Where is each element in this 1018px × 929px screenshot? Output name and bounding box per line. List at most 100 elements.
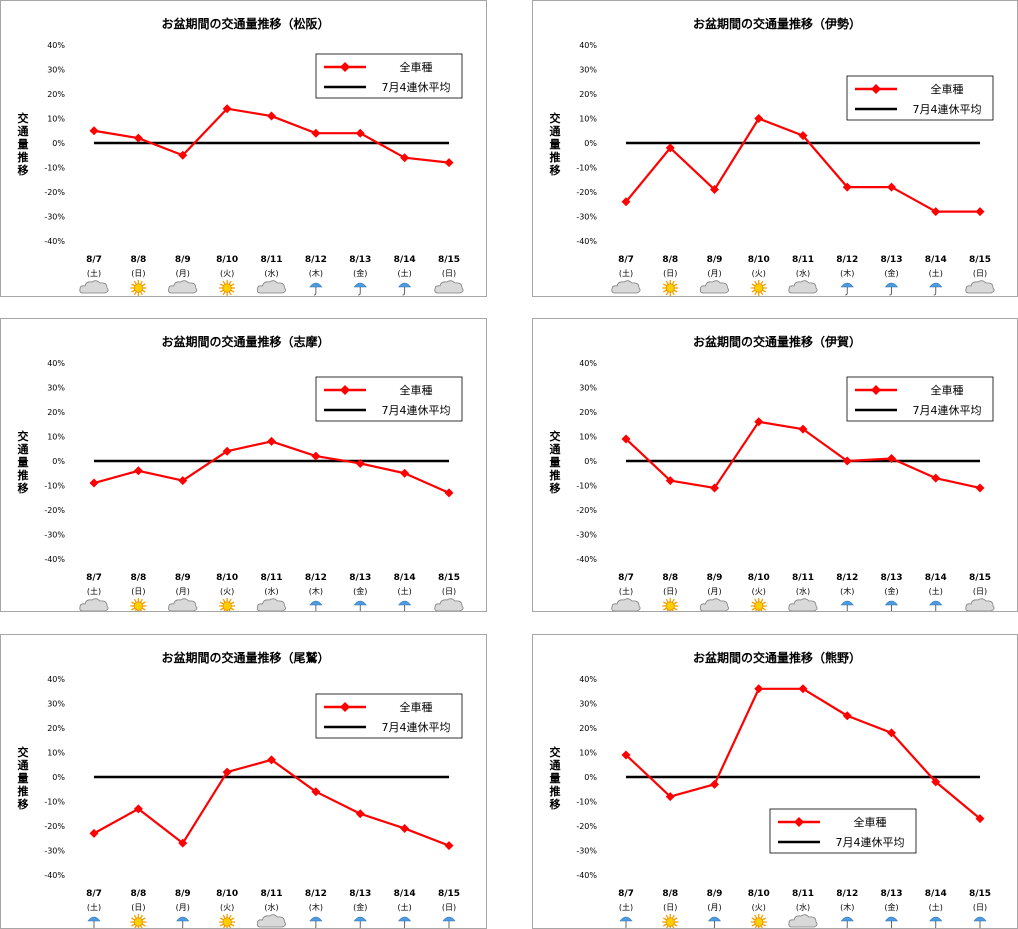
y-tick-label: 20% — [47, 90, 65, 99]
legend-marker — [871, 84, 881, 94]
svg-text:交: 交 — [550, 111, 561, 125]
umbrella-icon — [398, 600, 412, 611]
x-tick-label: 8/11 — [792, 255, 814, 265]
y-axis-label: 交通量推移 — [550, 111, 561, 177]
day-label: (土) — [87, 586, 101, 596]
chart-svg: お盆期間の交通量推移（熊野） 40% 30% 20% 10% 0% -10% -20% -30%… — [550, 650, 991, 928]
x-tick-label: 8/7 — [86, 255, 102, 265]
day-label: (月) — [707, 587, 721, 596]
data-point — [621, 434, 631, 444]
day-label: (日) — [973, 587, 987, 596]
x-tick-label: 8/13 — [880, 573, 902, 583]
sun-icon — [130, 914, 147, 928]
day-label: (火) — [752, 269, 766, 278]
y-tick-label: -20% — [44, 506, 65, 515]
chart-panel-3: お盆期間の交通量推移（志摩） 40% 30% 20% 10% 0% -10% -20% -30%… — [0, 318, 487, 612]
x-tick-label: 8/10 — [216, 573, 238, 583]
umbrella-icon — [840, 600, 854, 611]
x-tick-label: 8/14 — [394, 889, 416, 899]
umbrella-icon — [929, 916, 943, 928]
legend-label: 7月4連休平均 — [382, 80, 451, 94]
day-label: (木) — [309, 902, 323, 912]
umbrella-icon — [840, 916, 854, 928]
x-tick-label: 8/7 — [618, 889, 634, 899]
data-point — [621, 750, 631, 760]
umbrella-icon — [353, 916, 367, 928]
svg-text:移: 移 — [18, 797, 29, 811]
umbrella-icon — [309, 600, 323, 611]
svg-text:移: 移 — [550, 163, 561, 177]
y-tick-label: 0% — [584, 773, 597, 782]
umbrella-icon — [398, 916, 412, 928]
data-point — [222, 446, 232, 456]
legend: 全車種 7月4連休平均 — [315, 53, 463, 99]
y-tick-label: 40% — [579, 41, 597, 50]
y-tick-label: -40% — [44, 237, 65, 246]
y-tick-label: -30% — [44, 213, 65, 222]
y-tick-label: 40% — [579, 359, 597, 368]
x-tick-label: 8/11 — [260, 889, 282, 899]
data-point — [754, 114, 764, 123]
legend: 全車種 7月4連休平均 — [846, 75, 994, 121]
data-point — [975, 207, 985, 217]
data-point — [975, 814, 985, 824]
data-point — [931, 777, 941, 787]
svg-text:移: 移 — [18, 163, 29, 177]
y-tick-label: -40% — [576, 237, 597, 246]
x-tick-label: 8/10 — [748, 255, 770, 265]
legend-label: 全車種 — [931, 383, 964, 397]
data-point — [89, 478, 99, 488]
day-label: (日) — [131, 269, 145, 278]
day-label: (土) — [398, 902, 412, 912]
data-point — [754, 684, 764, 694]
chart-svg: お盆期間の交通量推移（伊賀） 40% 30% 20% 10% 0% -10% -20% -30%… — [550, 334, 995, 611]
cloud-icon — [788, 280, 818, 294]
svg-text:通: 通 — [550, 125, 561, 138]
svg-text:推: 推 — [550, 784, 561, 798]
y-tick-label: -20% — [576, 188, 597, 197]
y-tick-label: 10% — [579, 433, 597, 442]
data-point — [400, 153, 410, 163]
x-tick-label: 8/9 — [707, 889, 723, 899]
day-label: (土) — [929, 902, 943, 912]
x-tick-label: 8/12 — [305, 255, 327, 265]
svg-text:移: 移 — [550, 797, 561, 811]
svg-text:通: 通 — [550, 443, 561, 456]
x-tick-label: 8/10 — [216, 889, 238, 899]
chart-title: お盆期間の交通量推移（松阪） — [161, 16, 329, 31]
data-point — [267, 436, 276, 446]
svg-text:推: 推 — [18, 784, 29, 798]
data-point — [133, 133, 143, 143]
y-tick-label: 30% — [579, 384, 597, 393]
cloud-icon — [79, 598, 109, 611]
cloud-icon — [788, 598, 818, 611]
cloud-icon — [168, 598, 198, 611]
chart-panel-4: お盆期間の交通量推移（伊賀） 40% 30% 20% 10% 0% -10% -20% -30%… — [532, 318, 1018, 612]
y-tick-label: -20% — [576, 506, 597, 515]
umbrella-icon — [973, 916, 987, 928]
cloud-icon — [699, 598, 730, 611]
data-point — [842, 182, 852, 192]
cloud-icon — [256, 598, 287, 611]
data-point — [444, 841, 454, 851]
data-point — [311, 451, 321, 461]
svg-text:推: 推 — [18, 468, 29, 482]
y-tick-label: -20% — [44, 188, 65, 197]
y-tick-label: 40% — [47, 41, 65, 50]
data-point — [842, 711, 852, 721]
x-tick-label: 8/15 — [438, 573, 460, 583]
legend: 全車種 7月4連休平均 — [769, 808, 917, 854]
y-tick-label: 0% — [584, 139, 597, 148]
x-tick-label: 8/14 — [394, 255, 416, 265]
svg-text:通: 通 — [18, 125, 29, 138]
x-tick-label: 8/14 — [925, 889, 947, 899]
y-tick-label: -20% — [576, 822, 597, 831]
umbrella-icon — [929, 282, 943, 296]
legend-marker — [340, 62, 350, 72]
svg-text:推: 推 — [550, 150, 561, 164]
data-point — [444, 158, 454, 168]
sun-icon — [219, 280, 236, 296]
svg-text:通: 通 — [550, 759, 561, 772]
day-label: (木) — [309, 268, 323, 278]
y-tick-label: 20% — [579, 724, 597, 733]
